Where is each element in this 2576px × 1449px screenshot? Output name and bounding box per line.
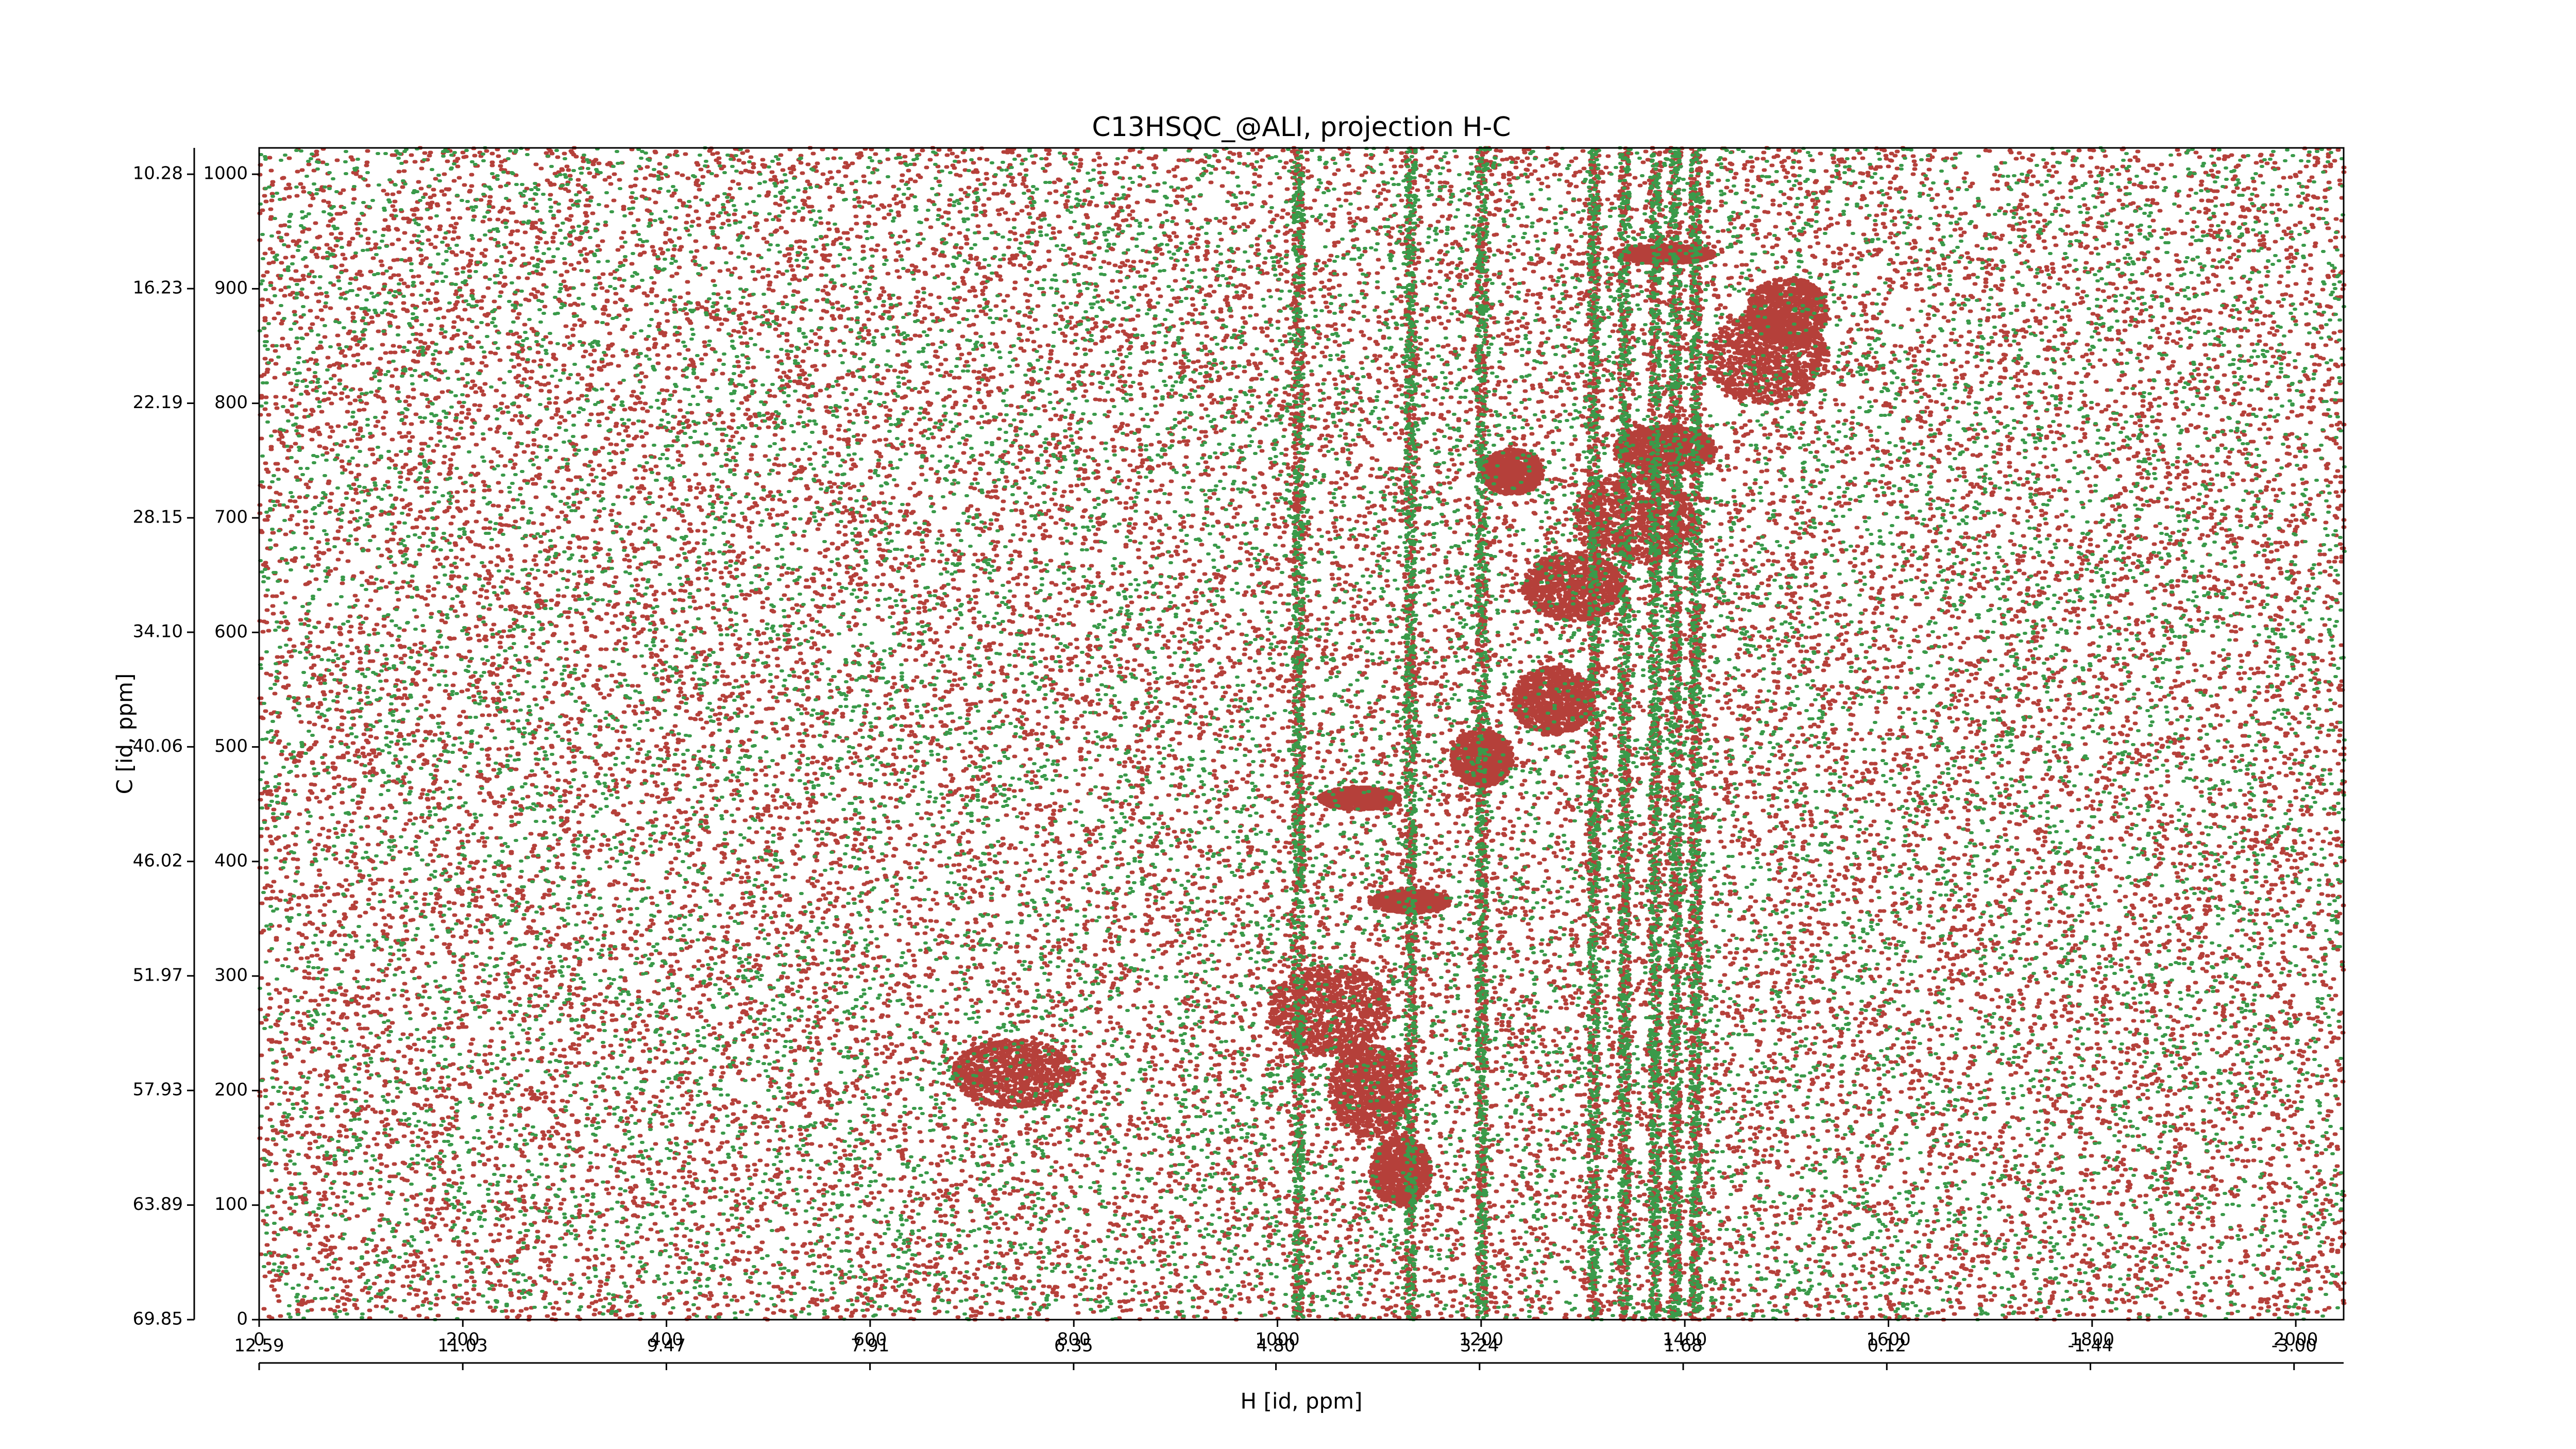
y2-tick-label: 10.28 [133, 163, 183, 184]
y-tick-label: 0 [236, 1309, 248, 1329]
x2-tick-label: 12.59 [234, 1336, 284, 1356]
x-tick-label: 200 [446, 1329, 480, 1350]
y2-tick-label: 40.06 [133, 736, 183, 756]
noise-negative [258, 146, 2347, 1321]
x-tick-label: 0 [253, 1329, 265, 1350]
y-tick-label: 800 [214, 392, 248, 413]
x2-tick-label: 9.47 [647, 1336, 686, 1356]
y2-tick-label: 63.89 [133, 1194, 183, 1215]
x-axis-label: H [id, ppm] [1241, 1389, 1363, 1414]
y2-tick-label: 16.23 [133, 278, 183, 298]
y2-tick-label: 28.15 [133, 507, 183, 527]
x2-tick-label: -3.00 [2272, 1336, 2317, 1356]
y-axis-label: C [id, ppm] [112, 673, 138, 795]
plot-frame [258, 147, 2345, 1321]
x-tick-label: 600 [853, 1329, 887, 1350]
y-tick-label: 1000 [203, 163, 248, 184]
x-tick-label: 1800 [2070, 1329, 2115, 1350]
y-tick-label: 400 [214, 850, 248, 871]
y-tick-label: 300 [214, 965, 248, 986]
chart-title: C13HSQC_@ALI, projection H-C [1092, 112, 1511, 143]
y-tick-label: 200 [214, 1080, 248, 1100]
y-tick-label: 600 [214, 621, 248, 642]
noise-texture [257, 146, 2347, 1322]
x-tick-label: 400 [650, 1329, 683, 1350]
x-tick-label: 1600 [1866, 1329, 1911, 1350]
x2-tick-label: 4.80 [1257, 1336, 1296, 1356]
x-tick-label: 800 [1057, 1329, 1091, 1350]
x2-tick-label: 1.68 [1664, 1336, 1703, 1356]
y2-tick-label: 57.93 [133, 1080, 183, 1100]
x2-tick-label: 0.12 [1867, 1336, 1906, 1356]
y-tick-label: 900 [214, 278, 248, 298]
y-tick-label: 700 [214, 507, 248, 527]
x2-tick-label: 7.91 [851, 1336, 890, 1356]
y2-tick-label: 34.10 [133, 621, 183, 642]
x2-tick-label: 11.03 [438, 1336, 488, 1356]
y2-tick-label: 51.97 [133, 965, 183, 985]
x-tick-label: 2000 [2274, 1329, 2318, 1350]
y2-tick-label: 69.85 [133, 1309, 183, 1329]
noise-positive [257, 146, 2347, 1322]
y2-tick-label: 22.19 [133, 392, 183, 413]
x2-tick-label: -1.44 [2068, 1336, 2113, 1356]
x2-tick-label: 3.24 [1460, 1336, 1499, 1356]
x2-tick-label: 6.35 [1054, 1336, 1093, 1356]
x-tick-label: 1000 [1255, 1329, 1300, 1350]
x-tick-label: 1400 [1663, 1329, 1707, 1350]
y2-tick-label: 46.02 [133, 850, 183, 871]
x-tick-label: 1200 [1459, 1329, 1504, 1350]
y-tick-label: 500 [214, 736, 248, 756]
y-tick-label: 100 [214, 1194, 248, 1215]
